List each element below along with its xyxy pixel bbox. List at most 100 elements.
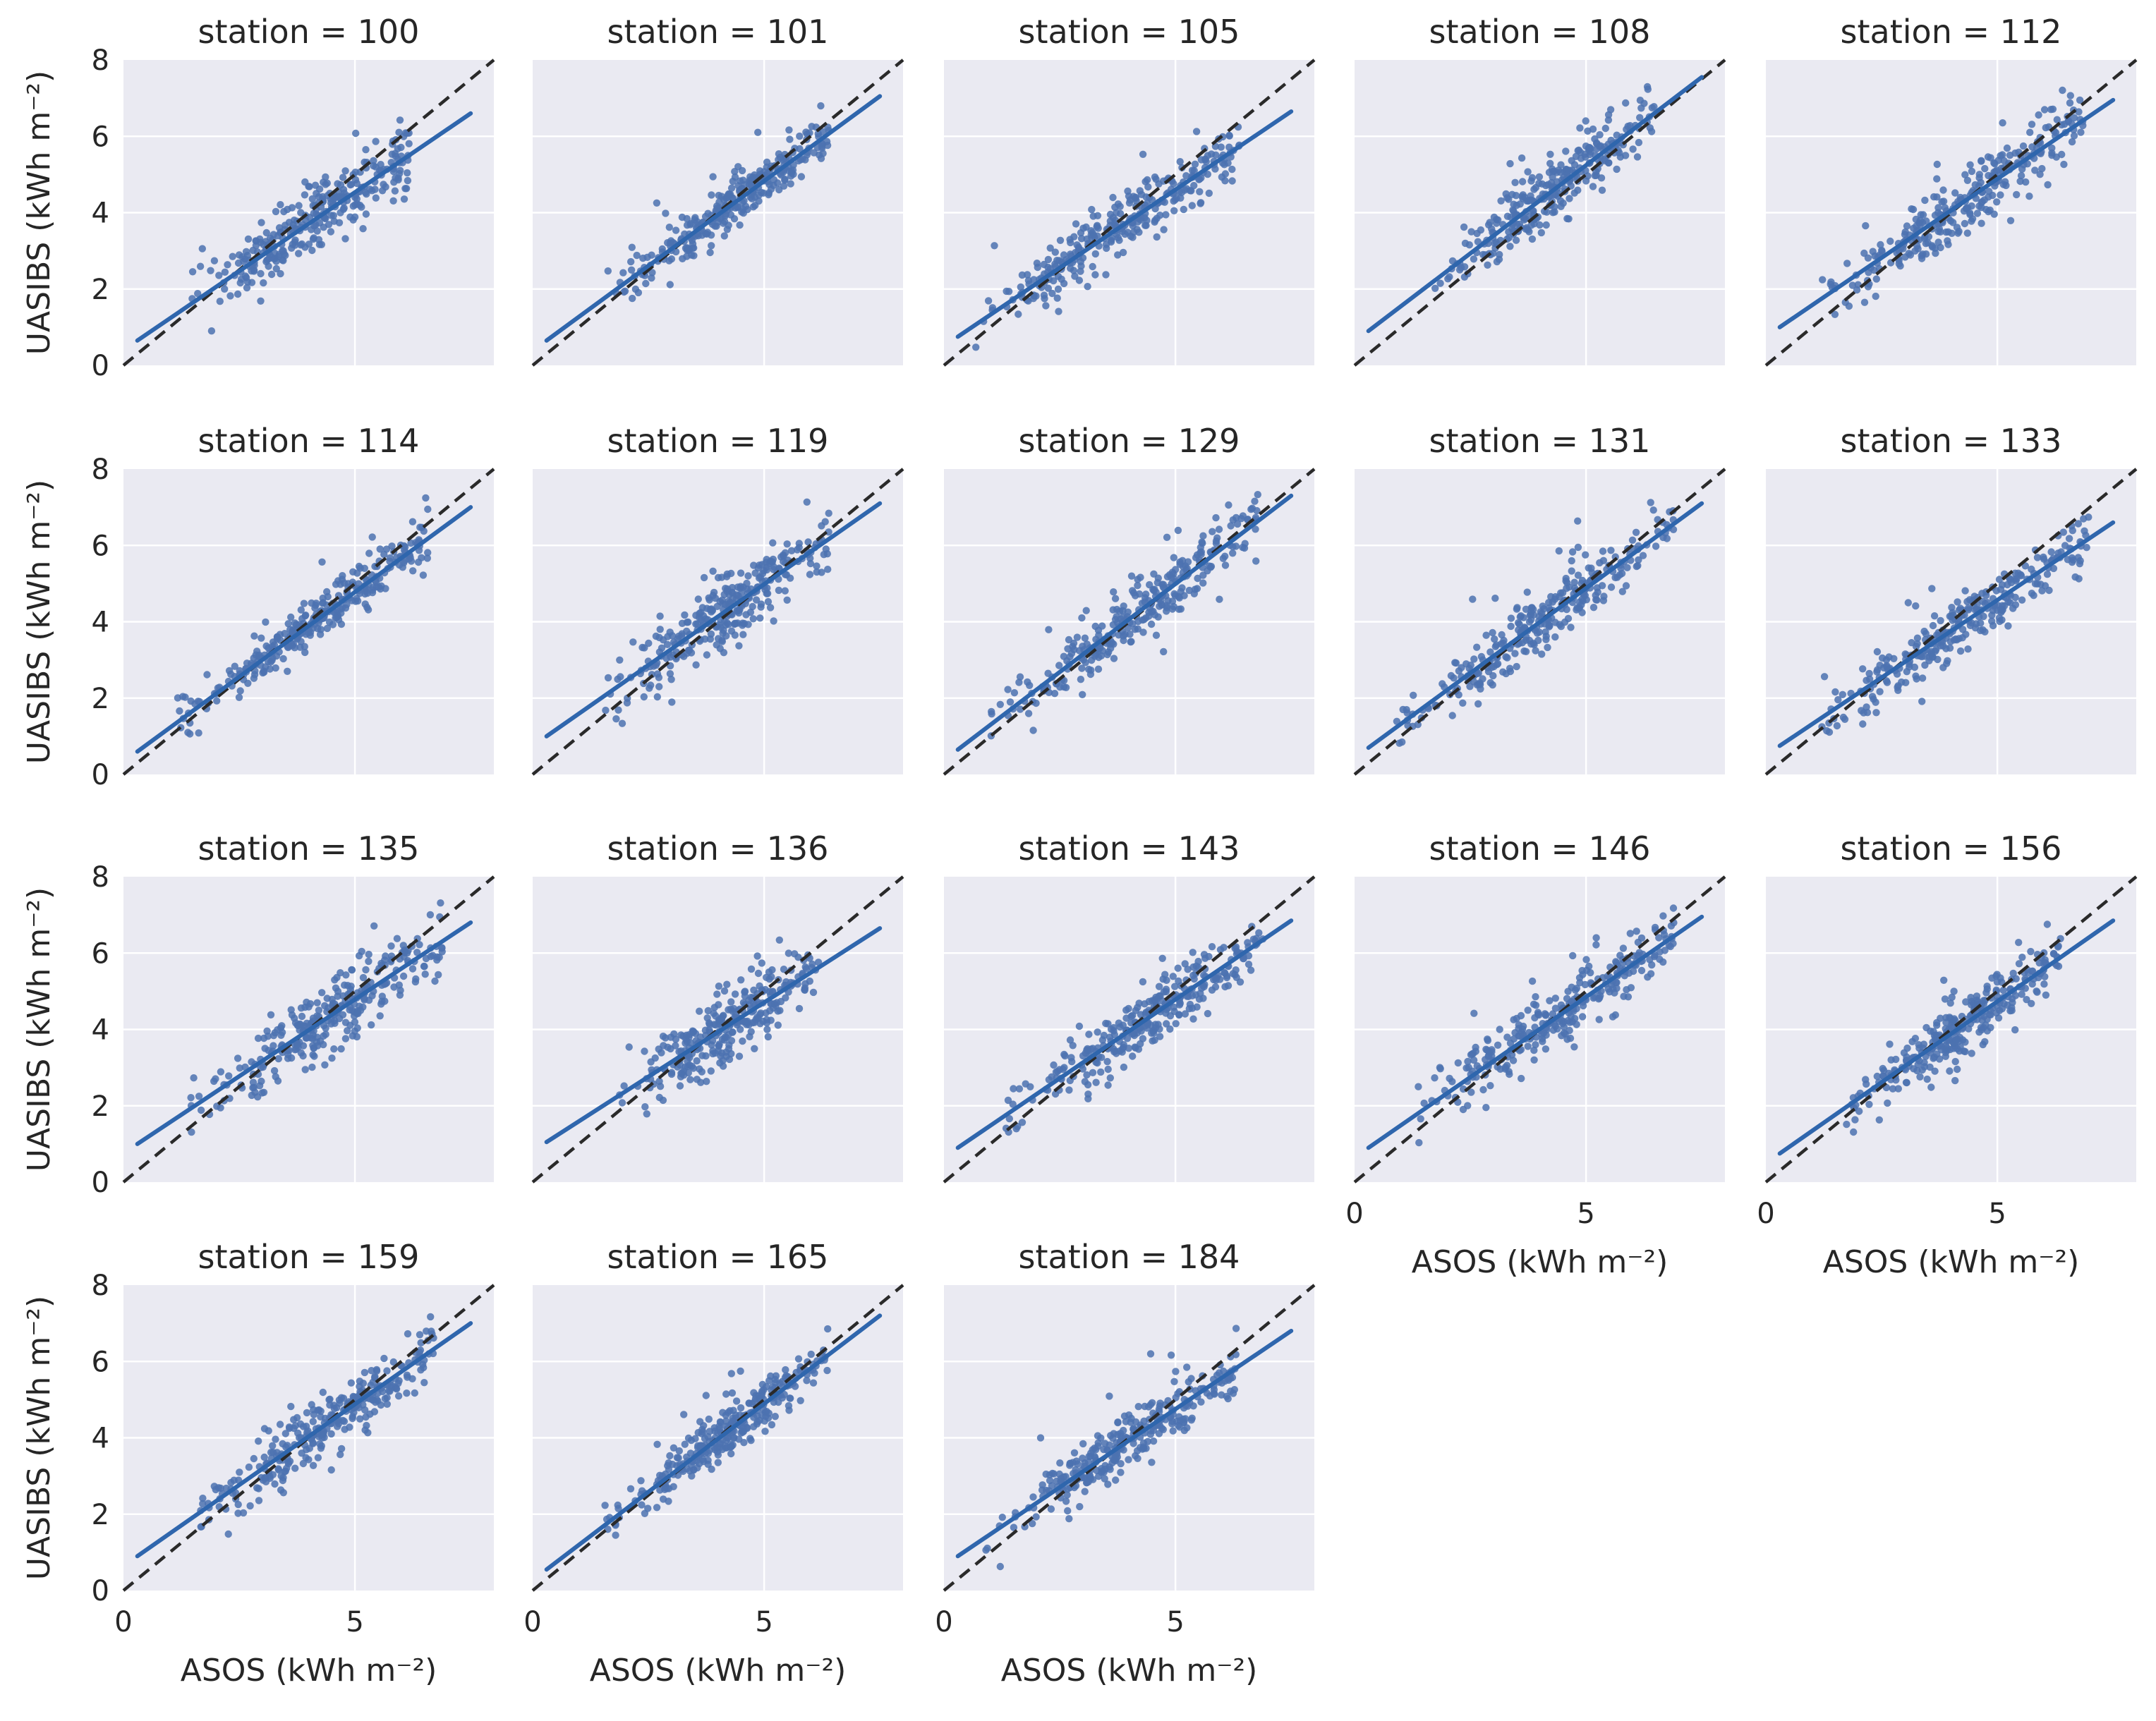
data-point (652, 632, 660, 640)
data-point (1016, 673, 1024, 681)
data-point (672, 248, 680, 256)
data-point (217, 1068, 225, 1076)
data-point (239, 1509, 248, 1517)
data-point (1158, 954, 1166, 963)
data-point (1622, 99, 1630, 107)
data-point (648, 274, 655, 282)
data-point (2074, 520, 2083, 528)
data-point (332, 614, 339, 622)
data-point (1976, 626, 1985, 635)
data-point (1982, 989, 1990, 997)
data-point (1503, 1033, 1511, 1041)
data-point (260, 1034, 268, 1042)
data-point (666, 670, 674, 678)
data-point (714, 1047, 722, 1055)
data-point (1489, 681, 1496, 689)
data-point (1082, 223, 1090, 231)
data-point (1042, 302, 1050, 310)
data-point (1496, 1065, 1504, 1074)
data-point (376, 545, 384, 553)
data-point (776, 1007, 784, 1014)
data-point (1444, 275, 1452, 283)
data-point (1578, 966, 1586, 975)
data-point (1455, 266, 1464, 274)
data-point (351, 213, 359, 221)
data-point (1944, 237, 1951, 245)
data-point (1872, 292, 1879, 300)
data-point (1166, 1012, 1175, 1020)
data-point (1170, 207, 1178, 214)
data-point (1666, 942, 1674, 951)
data-point (437, 899, 444, 907)
data-point (1484, 261, 1491, 269)
data-point (362, 210, 370, 218)
data-point (1910, 663, 1919, 671)
regression-line (1366, 75, 1704, 334)
data-point (731, 990, 739, 998)
data-point (1546, 997, 1554, 1005)
data-point (333, 607, 341, 615)
data-point (1921, 196, 1929, 205)
data-point (421, 971, 429, 978)
data-point (1125, 1004, 1132, 1013)
data-point (1192, 128, 1201, 135)
data-point (1599, 547, 1607, 555)
data-point (1995, 614, 2004, 622)
data-point (284, 205, 291, 214)
data-point (423, 554, 431, 562)
data-point (308, 1401, 315, 1409)
y-axis-label: UASIBS (kWh m⁻²) (21, 887, 57, 1172)
data-point (1065, 1086, 1073, 1094)
data-point (236, 1468, 243, 1476)
data-point (1469, 595, 1477, 603)
data-point (754, 969, 763, 978)
data-point (1551, 592, 1559, 601)
data-point (1060, 251, 1068, 259)
data-point (308, 246, 316, 255)
data-point (988, 707, 995, 716)
data-point (310, 209, 317, 217)
data-point (1573, 1021, 1580, 1028)
data-point (1989, 621, 1997, 630)
data-point (1556, 621, 1563, 628)
data-point (1134, 581, 1141, 590)
data-point (686, 1054, 694, 1062)
data-point (1570, 578, 1578, 586)
data-point (777, 997, 785, 1006)
data-point (1225, 501, 1233, 509)
data-point (1918, 698, 1926, 705)
data-point (653, 670, 662, 678)
data-point (303, 1409, 311, 1417)
data-point (1072, 220, 1080, 228)
data-point (1993, 198, 2001, 206)
data-point (2052, 128, 2060, 137)
data-point (1582, 551, 1589, 559)
data-point (309, 1461, 317, 1469)
data-point (1511, 178, 1519, 186)
data-point (823, 550, 832, 558)
data-point (260, 1453, 268, 1461)
data-point (795, 1004, 804, 1013)
data-point (1839, 691, 1846, 698)
data-point (1010, 689, 1019, 697)
regression-line (135, 111, 473, 343)
data-point (1971, 181, 1979, 189)
data-point (1050, 1061, 1058, 1069)
data-point (188, 268, 197, 276)
data-point (1862, 221, 1870, 230)
data-point (2003, 144, 2011, 152)
data-point (1154, 574, 1163, 582)
data-point (645, 639, 653, 647)
data-point (2053, 116, 2061, 123)
data-point (710, 588, 718, 597)
data-point (1470, 1009, 1478, 1017)
data-point (176, 707, 183, 715)
data-point (236, 687, 244, 695)
data-point (1415, 1138, 1423, 1147)
data-point (2059, 528, 2067, 536)
data-point (1130, 1031, 1139, 1040)
data-point (614, 706, 622, 714)
data-point (647, 1058, 655, 1066)
data-point (1524, 1007, 1532, 1014)
